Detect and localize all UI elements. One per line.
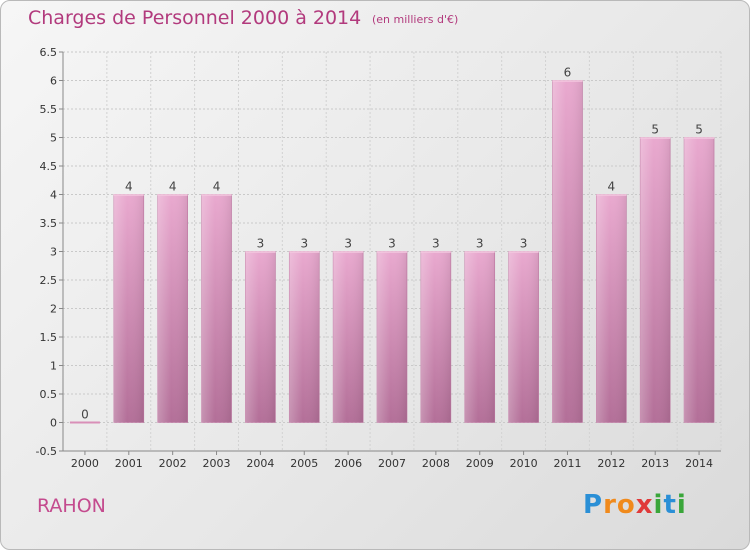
bar-shade-2003 xyxy=(201,194,232,423)
data-label: 5 xyxy=(695,123,703,137)
data-label: 4 xyxy=(125,180,133,194)
data-label: 4 xyxy=(213,180,221,194)
logo-letter: i xyxy=(653,490,664,520)
bar-shade-2010 xyxy=(508,251,539,423)
x-tick-label: 2012 xyxy=(597,457,625,470)
y-tick-label: 6 xyxy=(50,75,57,88)
bar-shade-2007 xyxy=(377,251,407,423)
x-tick-label: 2006 xyxy=(334,457,362,470)
y-tick-label: 3 xyxy=(50,246,57,259)
bar-shade-2002 xyxy=(157,194,188,423)
y-tick-label: 0.5 xyxy=(40,388,58,401)
data-label: 3 xyxy=(476,237,484,251)
location-name: RAHON xyxy=(37,495,106,517)
x-tick-label: 2002 xyxy=(159,457,187,470)
x-tick-label: 2010 xyxy=(510,457,538,470)
y-tick-label: 0 xyxy=(50,417,57,430)
y-tick-label: 4.5 xyxy=(40,160,58,173)
x-tick-label: 2008 xyxy=(422,457,450,470)
data-label: 5 xyxy=(651,123,659,137)
y-tick-label: 2 xyxy=(50,303,57,316)
y-tick-label: 2.5 xyxy=(40,274,58,287)
y-tick-label: 6.5 xyxy=(40,46,58,59)
data-label: 4 xyxy=(608,180,616,194)
data-label: 3 xyxy=(257,237,265,251)
data-label: 4 xyxy=(169,180,177,194)
logo-letter: o xyxy=(616,490,636,520)
chart-title: Charges de Personnel 2000 à 2014 xyxy=(28,7,362,29)
bar-shade-2001 xyxy=(113,194,144,423)
x-tick-label: 2003 xyxy=(203,457,231,470)
logo-letter: x xyxy=(635,490,654,520)
bar-shade-2004 xyxy=(245,251,276,423)
y-tick-label: 1.5 xyxy=(40,331,58,344)
data-label: 3 xyxy=(520,237,528,251)
data-label: 6 xyxy=(564,66,572,80)
bar-shade-2006 xyxy=(333,251,364,423)
y-tick-label: 5.5 xyxy=(40,103,58,116)
y-tick-label: 1 xyxy=(50,360,57,373)
bar-shade-2008 xyxy=(420,251,451,423)
logo-letter: P xyxy=(583,490,604,520)
proxiti-logo[interactable]: Proxiti xyxy=(583,490,687,520)
x-tick-label: 2005 xyxy=(290,457,318,470)
y-tick-label: 5 xyxy=(50,132,57,145)
y-tick-label: 4 xyxy=(50,189,57,202)
x-tick-label: 2014 xyxy=(685,457,713,470)
x-tick-label: 2013 xyxy=(641,457,669,470)
bar-shade-2009 xyxy=(464,251,495,423)
bar-2000[interactable] xyxy=(69,421,100,424)
y-tick-label: -0.5 xyxy=(36,445,57,458)
logo-letter: r xyxy=(603,490,617,520)
logo-letter: t xyxy=(663,490,677,520)
x-tick-label: 2007 xyxy=(378,457,406,470)
chart-subtitle: (en milliers d'€) xyxy=(372,13,459,26)
bar-shade-2005 xyxy=(289,251,320,423)
x-tick-label: 2000 xyxy=(71,457,99,470)
bar-shade-2011 xyxy=(552,80,583,423)
bar-shade-2012 xyxy=(596,194,627,423)
data-label: 0 xyxy=(81,408,89,422)
logo-letter: i xyxy=(676,490,687,520)
bar-shade-2013 xyxy=(640,137,671,423)
x-tick-label: 2009 xyxy=(466,457,494,470)
bar-shade-2014 xyxy=(684,137,715,423)
data-label: 3 xyxy=(344,237,352,251)
data-label: 3 xyxy=(388,237,396,251)
data-label: 3 xyxy=(432,237,440,251)
y-tick-label: 3.5 xyxy=(40,217,58,230)
x-tick-label: 2004 xyxy=(246,457,274,470)
data-label: 3 xyxy=(300,237,308,251)
x-tick-label: 2011 xyxy=(553,457,581,470)
x-tick-label: 2001 xyxy=(115,457,143,470)
